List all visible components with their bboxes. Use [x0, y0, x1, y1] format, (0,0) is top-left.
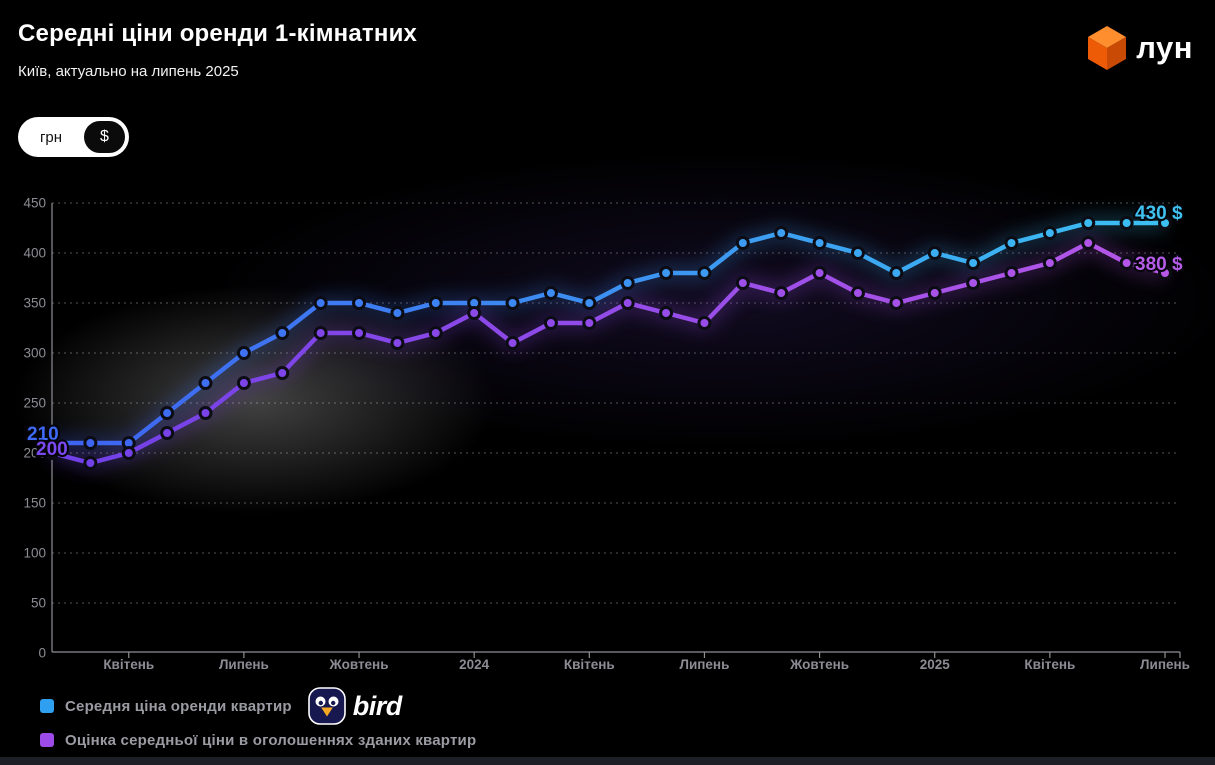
svg-text:450: 450: [23, 196, 46, 211]
svg-text:100: 100: [23, 546, 46, 561]
legend-item-listing-estimate: Оцінка середньої ціни в оголошеннях здан…: [40, 726, 476, 754]
series-points-0[interactable]: [45, 216, 1172, 450]
svg-text:Липень: Липень: [219, 657, 269, 672]
series-points-1[interactable]: [45, 236, 1172, 470]
bird-logo-icon: [307, 687, 346, 725]
bottom-page-strip: [0, 757, 1215, 765]
svg-text:350: 350: [23, 296, 46, 311]
lun-cube-icon: [1087, 25, 1127, 71]
svg-text:250: 250: [23, 396, 46, 411]
svg-text:Квітень: Квітень: [1024, 657, 1075, 672]
lun-logo-text: лун: [1136, 30, 1193, 65]
page-subtitle: Київ, актуально на липень 2025: [18, 63, 239, 80]
svg-text:Квітень: Квітень: [564, 657, 615, 672]
svg-text:150: 150: [23, 496, 46, 511]
svg-text:300: 300: [23, 346, 46, 361]
y-axis-labels: 0 50 100 150 200 250 300 350 400 450: [23, 196, 46, 661]
svg-text:200: 200: [36, 439, 68, 460]
svg-text:2025: 2025: [920, 657, 951, 672]
legend-label: Оцінка середньої ціни в оголошеннях здан…: [65, 731, 477, 749]
svg-text:2024: 2024: [459, 657, 490, 672]
lun-logo[interactable]: лун: [1087, 25, 1193, 71]
svg-text:Липень: Липень: [1140, 657, 1190, 672]
svg-text:Жовтень: Жовтень: [789, 657, 849, 672]
bird-brand[interactable]: bird: [307, 687, 403, 725]
svg-text:380 $: 380 $: [1135, 254, 1183, 275]
legend-swatch-purple: [40, 733, 54, 747]
page-title: Середні ціни оренди 1-кімнатних: [18, 20, 418, 47]
svg-text:210: 210: [27, 424, 59, 445]
currency-option-uah[interactable]: грн: [39, 128, 63, 146]
svg-text:Липень: Липень: [680, 657, 730, 672]
legend-label: Середня ціна оренди квартир: [65, 697, 292, 715]
svg-text:430 $: 430 $: [1135, 203, 1183, 224]
series-line-0: [49, 220, 1168, 446]
svg-text:0: 0: [38, 646, 46, 661]
currency-toggle[interactable]: грн $: [18, 117, 129, 157]
svg-text:400: 400: [23, 246, 46, 261]
x-axis-labels: Квітень Липень Жовтень 2024 Квітень Липень Жов…: [103, 652, 1190, 672]
svg-text:Жовтень: Жовтень: [329, 657, 389, 672]
axes: [51, 203, 1181, 658]
legend-swatch-blue: [40, 699, 54, 713]
bird-logo-text: bird: [352, 690, 403, 721]
glow-effect: [15, 150, 1215, 515]
svg-text:50: 50: [31, 596, 46, 611]
svg-text:200: 200: [23, 446, 46, 461]
legend-item-rent-price: Середня ціна оренди квартир bird: [40, 686, 402, 726]
currency-option-usd-selected[interactable]: $: [82, 119, 127, 155]
svg-text:Квітень: Квітень: [103, 657, 154, 672]
